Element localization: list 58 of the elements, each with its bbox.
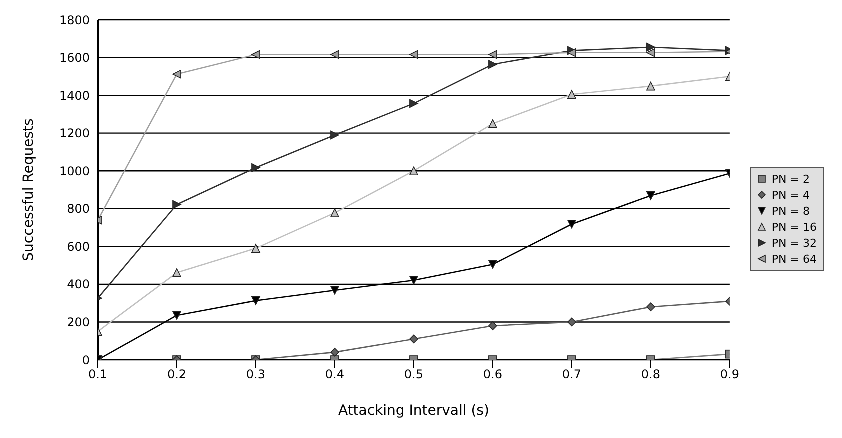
point (172, 200, 182, 210)
point (646, 42, 656, 52)
point (410, 166, 418, 176)
point (330, 348, 340, 357)
x-tick-label: 0.7 (562, 368, 582, 382)
legend-label: PN = 8 (772, 204, 810, 218)
legend-label: PN = 32 (772, 236, 817, 250)
y-tick-label: 1600 (59, 51, 90, 66)
y-tick-label: 1800 (59, 13, 90, 28)
point (330, 130, 340, 140)
y-tick-label: 0 (82, 353, 90, 368)
y-tick-label: 1000 (59, 164, 90, 178)
point (488, 60, 498, 69)
point (410, 276, 418, 285)
point (330, 286, 340, 295)
point (330, 208, 340, 218)
y-tick-label: 200 (67, 315, 90, 330)
y-tick-label: 600 (67, 240, 90, 254)
x-tick-label: 0.9 (720, 368, 740, 382)
y-tick-label: 800 (67, 202, 90, 216)
point (568, 318, 576, 327)
y-axis-title: Successful Requests (20, 118, 37, 262)
point (252, 164, 260, 172)
point (172, 311, 182, 320)
x-tick-label: 0.4 (325, 368, 345, 382)
point (488, 260, 498, 270)
point (410, 50, 418, 60)
y-tick-label: 1200 (59, 126, 90, 141)
x-tick-label: 0.2 (167, 368, 187, 382)
point (568, 90, 576, 100)
point (646, 48, 656, 58)
y-tick-label: 400 (67, 278, 90, 292)
y-tick-label: 1400 (59, 88, 90, 103)
x-tick-label: 0.8 (641, 368, 660, 382)
x-tick-label: 0.3 (246, 368, 266, 382)
point (646, 302, 656, 312)
point (488, 119, 498, 128)
point (568, 220, 576, 229)
point (488, 322, 498, 330)
point (252, 244, 260, 253)
legend-label: PN = 16 (772, 220, 817, 234)
point (410, 99, 418, 108)
point (646, 191, 656, 200)
x-axis-title: Attacking Intervall (s) (338, 403, 490, 419)
point (646, 82, 656, 91)
point (252, 50, 260, 60)
legend-label: PN = 4 (772, 188, 810, 202)
point (172, 268, 182, 278)
point (172, 70, 182, 79)
point (330, 50, 340, 60)
point (410, 334, 418, 344)
point (252, 296, 260, 306)
x-tick-label: 0.5 (404, 368, 424, 382)
legend-label: PN = 64 (772, 252, 817, 266)
legend-label: PN = 2 (772, 172, 810, 186)
point (488, 50, 498, 60)
x-tick-label: 0.6 (483, 368, 502, 382)
x-tick-label: 0.1 (88, 368, 108, 382)
